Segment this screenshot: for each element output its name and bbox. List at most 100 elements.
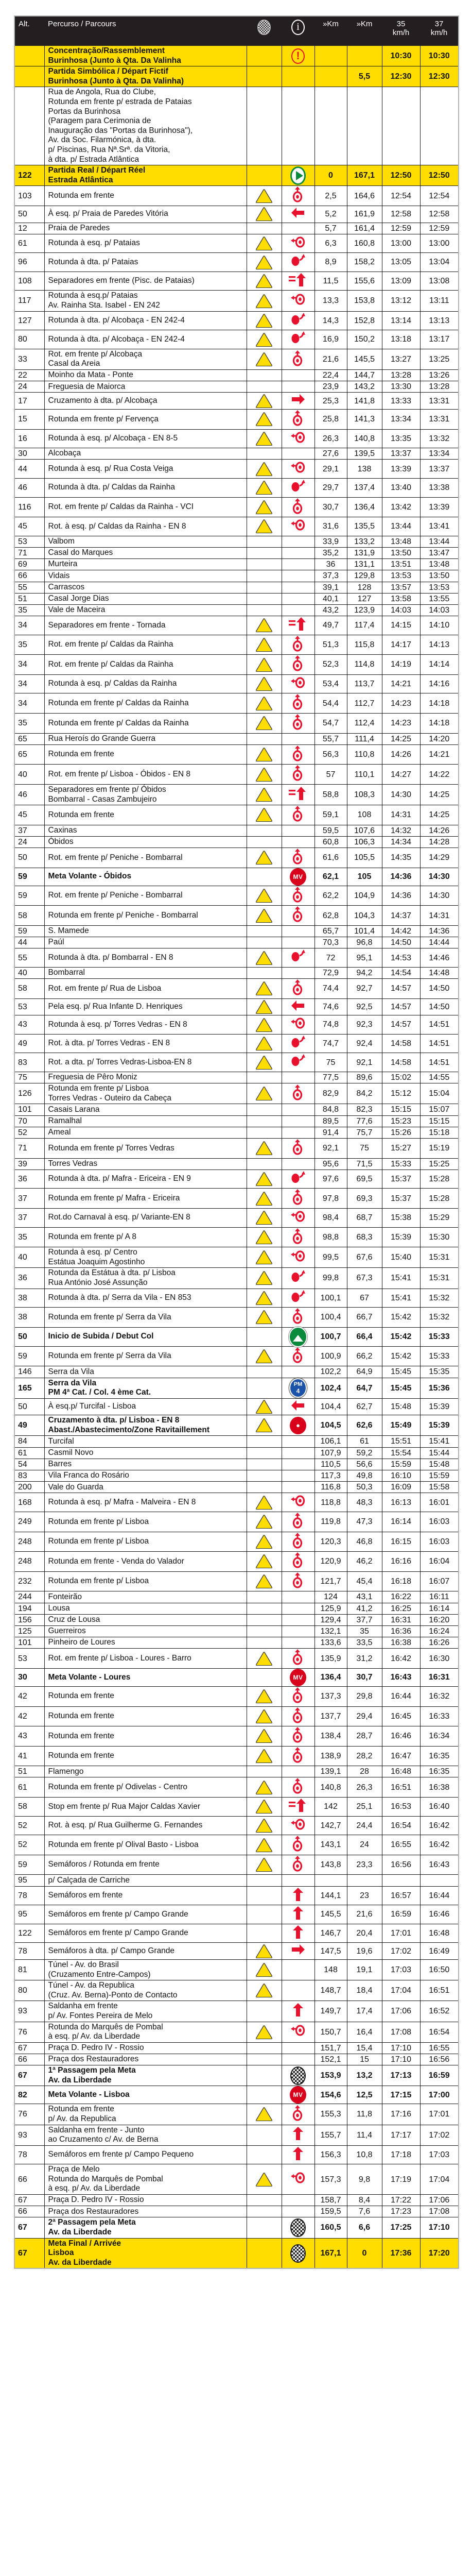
cell-time-37: 12:59 bbox=[420, 223, 459, 234]
table-row: 30 Meta Volante - Loures MV 136,4 30,7 16:43 1… bbox=[14, 1668, 459, 1687]
warning-triangle-icon bbox=[256, 462, 272, 476]
cell-flag bbox=[247, 693, 282, 714]
warning-triangle-icon bbox=[256, 909, 272, 922]
cell-time-37: 16:50 bbox=[420, 1959, 459, 1981]
cell-time-35: 16:14 bbox=[382, 1512, 421, 1532]
cell-info bbox=[282, 478, 315, 498]
cell-time-37: 13:38 bbox=[420, 478, 459, 498]
cell-info bbox=[282, 1170, 315, 1189]
cell-info bbox=[282, 252, 315, 272]
route-line: Rotunda em frente bbox=[48, 1731, 114, 1740]
cell-route: Bombarral bbox=[44, 967, 247, 979]
cell-time-35: 15:49 bbox=[382, 1415, 421, 1436]
table-row: 67 2ª Passagem pela Meta Av. da Liberdade 1… bbox=[14, 2217, 459, 2239]
cell-altitude: 50 bbox=[14, 1327, 45, 1347]
table-row: 15 Rotunda em frente p/ Fervença 25,8 141,3… bbox=[14, 409, 459, 430]
cell-info bbox=[282, 1942, 315, 1960]
route-line: Túnel - Av. da Republica bbox=[48, 1981, 134, 1990]
roundabout-straight-icon bbox=[292, 979, 303, 995]
cell-info bbox=[282, 1072, 315, 1084]
cell-time-37: 15:18 bbox=[420, 1127, 459, 1139]
cell-km-done: 100,7 bbox=[314, 1327, 347, 1347]
cell-time-35: 14:58 bbox=[382, 1053, 421, 1073]
cell-route: p/ Calçada de Carriche bbox=[44, 1874, 247, 1887]
cell-km-done: 89,5 bbox=[314, 1115, 347, 1127]
cell-flag bbox=[247, 1959, 282, 1981]
table-row: 42 Rotunda em frente 137,7 29,4 16:45 16:33 bbox=[14, 1706, 459, 1727]
cell-time-35: 16:51 bbox=[382, 1777, 421, 1798]
cell-flag bbox=[247, 1746, 282, 1767]
cell-route: Rotunda em frente p/ Odivelas - Centro bbox=[44, 1777, 247, 1798]
cell-altitude: 55 bbox=[14, 582, 45, 594]
cell-time-37: 15:48 bbox=[420, 1459, 459, 1471]
cell-km-done: 82,9 bbox=[314, 1083, 347, 1105]
cell-time-35: 14:26 bbox=[382, 744, 421, 765]
cell-altitude: 24 bbox=[14, 836, 45, 849]
route-line: Rotunda à dta. p/ Alcobaça - EN 242-4 bbox=[48, 316, 185, 325]
cell-altitude: 45 bbox=[14, 517, 45, 536]
cell-route: À esq. p/ Praia de Paredes Vitória bbox=[44, 206, 247, 223]
route-line: Rot. em frente p/ Peniche - Bombarral bbox=[48, 891, 183, 900]
cell-time-35: 17:17 bbox=[382, 2125, 421, 2146]
cell-info bbox=[282, 1247, 315, 1268]
table-row: 84 Turcifal 106,1 61 15:51 15:41 bbox=[14, 1435, 459, 1448]
table-row: 50 Rot. em frente p/ Peniche - Bombarral 6… bbox=[14, 848, 459, 868]
cell-altitude: 61 bbox=[14, 1447, 45, 1459]
cell-route: Rot.do Carnaval à esq. p/ Variante-EN 8 bbox=[44, 1208, 247, 1228]
cell-route: Separadores em frente p/ Óbidos Bombarral… bbox=[44, 784, 247, 806]
route-line: Fonteirão bbox=[48, 1592, 82, 1601]
cell-info bbox=[282, 448, 315, 460]
cell-flag bbox=[247, 2042, 282, 2054]
route-line: Rotunda em frente p/ Serra da Vila bbox=[48, 1351, 171, 1361]
cell-km-left: 0 bbox=[347, 2238, 382, 2269]
route-line: Praça dos Restauradores bbox=[48, 2055, 139, 2064]
route-line: Meta Volante - Óbidos bbox=[48, 872, 132, 881]
cell-flag bbox=[247, 252, 282, 272]
cell-km-left: 95,1 bbox=[347, 948, 382, 968]
route-line: Moinho da Mata - Ponte bbox=[48, 370, 133, 380]
table-row: 244 Fonteirão 124 43,1 16:22 16:11 bbox=[14, 1591, 459, 1603]
warning-triangle-icon bbox=[256, 1018, 272, 1031]
cell-route: Rotunda à dta. p/ Pataias bbox=[44, 252, 247, 272]
cell-info bbox=[282, 2194, 315, 2207]
table-row: 67 Praça D. Pedro IV - Rossio 151,7 15,4 17:… bbox=[14, 2042, 459, 2054]
cell-flag bbox=[247, 290, 282, 312]
cell-flag bbox=[247, 2206, 282, 2218]
cell-flag bbox=[247, 805, 282, 825]
feed-zone-icon: ● bbox=[290, 1416, 306, 1434]
cell-km-done: 104,4 bbox=[314, 1398, 347, 1416]
cell-km-done: 54,7 bbox=[314, 713, 347, 734]
cell-route: Meta Volante - Óbidos bbox=[44, 868, 247, 886]
route-line: Praça D. Pedro IV - Rossio bbox=[48, 2043, 144, 2053]
cell-km-done: 154,6 bbox=[314, 2086, 347, 2105]
cell-time-37: 17:02 bbox=[420, 2125, 459, 2146]
cell-info bbox=[282, 459, 315, 479]
cell-km-left: 131,1 bbox=[347, 558, 382, 571]
cell-time-37: 10:30 bbox=[420, 46, 459, 67]
cell-km-done: 13,3 bbox=[314, 290, 347, 312]
cell-time-35: 15:26 bbox=[382, 1127, 421, 1139]
route-line: p/ Piscinas, Rua Nª.Srª. da Vitoria, bbox=[48, 145, 170, 154]
cell-km-done: 156,3 bbox=[314, 2145, 347, 2165]
cell-route: Partida Simbólica / Départ Fictif Burinho… bbox=[44, 66, 247, 88]
table-row: 65 Rotunda em frente 56,3 110,8 14:26 14:21 bbox=[14, 744, 459, 765]
cell-km-left: 69,5 bbox=[347, 1170, 382, 1189]
cell-altitude: 101 bbox=[14, 1637, 45, 1649]
cell-km-left: 92,1 bbox=[347, 1053, 382, 1073]
roundabout-left-icon bbox=[291, 519, 305, 531]
cell-info bbox=[282, 66, 315, 88]
cell-km-done: 132,1 bbox=[314, 1625, 347, 1638]
cell-altitude: 53 bbox=[14, 1648, 45, 1669]
cell-altitude bbox=[14, 87, 45, 166]
cell-time-37: 16:35 bbox=[420, 1766, 459, 1778]
cell-flag bbox=[247, 937, 282, 949]
cell-time-37: 15:28 bbox=[420, 1170, 459, 1189]
route-line: Freguesia de Pêro Moniz bbox=[48, 1073, 137, 1082]
arrow-up-icon bbox=[293, 1906, 303, 1920]
cell-info bbox=[282, 517, 315, 536]
roundabout-straight-icon bbox=[292, 1308, 303, 1324]
cell-km-left: 20,4 bbox=[347, 1924, 382, 1943]
cell-time-37: 15:32 bbox=[420, 1307, 459, 1328]
cell-km-left: 29,4 bbox=[347, 1706, 382, 1727]
cell-flag bbox=[247, 998, 282, 1016]
